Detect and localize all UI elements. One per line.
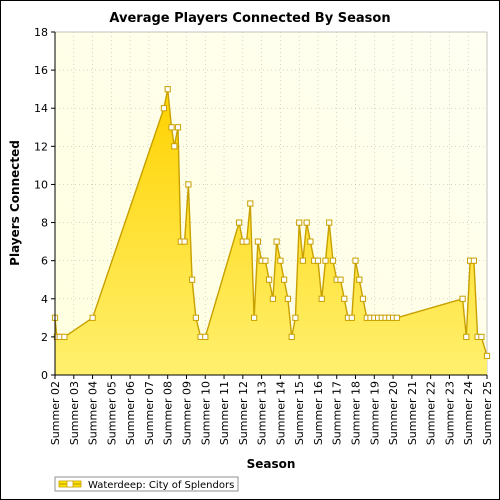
data-point-marker <box>299 257 306 264</box>
x-tick-label: Summer 22 <box>425 381 438 445</box>
data-point-marker <box>89 314 96 321</box>
x-tick-label: Summer 07 <box>143 381 156 445</box>
data-point-marker <box>160 105 168 112</box>
data-point-marker <box>236 219 243 226</box>
x-tick-label: Summer 12 <box>237 381 250 445</box>
data-point-marker <box>251 314 258 321</box>
x-tick-label: Summer 14 <box>274 381 287 445</box>
data-point-marker <box>61 333 68 340</box>
series-area <box>55 89 487 375</box>
data-point-marker <box>247 200 254 207</box>
y-axis-ticks: 0 2 4 6 8 10 12 14 16 18 <box>34 26 55 382</box>
data-point-marker <box>168 124 175 131</box>
data-point-marker <box>352 257 359 264</box>
gridlines <box>55 31 488 375</box>
data-point-marker <box>254 238 262 245</box>
data-point-marker <box>292 314 299 321</box>
data-point-marker <box>303 219 310 226</box>
legend-marker <box>66 480 74 488</box>
x-tick-label: Summer 05 <box>105 381 118 445</box>
data-point-marker <box>284 295 291 302</box>
marker-layer <box>51 86 491 359</box>
y-tick-label: 14 <box>34 102 48 115</box>
x-tick-label: Summer 24 <box>462 381 475 445</box>
data-point-marker <box>326 219 333 226</box>
data-point-marker <box>202 333 209 340</box>
data-point-marker <box>322 257 329 264</box>
data-point-marker <box>171 143 178 150</box>
x-tick-label: Summer 16 <box>312 381 325 445</box>
data-point-marker <box>288 333 295 340</box>
data-point-marker <box>192 314 200 321</box>
y-tick-label: 16 <box>34 64 48 77</box>
x-tick-label: Summer 15 <box>293 381 306 445</box>
data-point-marker <box>189 276 196 283</box>
data-point-marker <box>273 238 280 245</box>
data-point-marker <box>307 238 314 245</box>
x-tick-label: Summer 11 <box>218 381 231 445</box>
x-tick-label: Summer 20 <box>387 381 400 445</box>
legend: Waterdeep: City of Splendors <box>54 476 239 492</box>
data-point-marker <box>459 295 466 302</box>
x-tick-label: Summer 17 <box>331 381 344 445</box>
data-point-marker <box>277 257 284 264</box>
x-tick-label: Summer 18 <box>350 381 363 445</box>
x-tick-label: Summer 25 <box>481 381 494 445</box>
x-axis-title: Season <box>247 457 296 471</box>
data-point-marker <box>337 276 344 283</box>
data-point-marker <box>348 314 355 321</box>
data-point-marker <box>356 276 363 283</box>
x-tick-label: Summer 10 <box>199 381 212 445</box>
legend-box <box>54 476 239 492</box>
y-tick-label: 8 <box>41 217 48 230</box>
x-tick-label: Summer 19 <box>368 381 381 445</box>
data-point-marker <box>262 257 269 264</box>
data-point-marker <box>296 219 303 226</box>
data-point-marker <box>174 124 182 131</box>
data-point-marker <box>463 333 470 340</box>
x-tick-label: Summer 04 <box>87 381 100 445</box>
x-tick-label: Summer 08 <box>162 381 175 445</box>
x-tick-label: Summer 02 <box>49 381 62 445</box>
data-point-marker <box>314 257 322 264</box>
data-point-marker <box>181 238 188 245</box>
y-tick-label: 12 <box>34 140 48 153</box>
data-point-marker <box>243 238 250 245</box>
y-axis-title: Players Connected <box>8 140 22 266</box>
y-tick-label: 4 <box>41 293 48 306</box>
area-layer <box>55 89 487 375</box>
x-tick-label: Summer 09 <box>180 381 193 445</box>
y-tick-label: 10 <box>34 178 48 191</box>
y-tick-label: 0 <box>41 369 48 382</box>
data-point-marker <box>329 257 337 264</box>
data-point-marker <box>341 295 348 302</box>
legend-label: Waterdeep: City of Splendors <box>88 480 234 491</box>
x-tick-label: Summer 13 <box>256 381 269 445</box>
data-point-marker <box>164 86 171 93</box>
data-point-marker <box>478 333 485 340</box>
data-point-marker <box>470 257 477 264</box>
x-axis-ticks: Summer 02 Summer 03 Summer 04 Summer 05 Summ… <box>49 375 494 445</box>
data-point-marker <box>318 295 325 302</box>
x-tick-label: Summer 06 <box>124 381 137 445</box>
y-tick-label: 2 <box>41 331 48 344</box>
x-tick-label: Summer 03 <box>68 381 81 445</box>
y-tick-label: 18 <box>34 26 48 39</box>
y-tick-label: 6 <box>41 255 48 268</box>
data-point-marker <box>393 314 400 321</box>
x-tick-label: Summer 23 <box>443 381 456 445</box>
chart-title: Average Players Connected By Season <box>109 11 390 26</box>
data-point-marker <box>266 276 273 283</box>
x-tick-label: Summer 21 <box>406 381 419 445</box>
data-point-marker <box>483 352 491 359</box>
data-point-marker <box>281 276 288 283</box>
data-point-marker <box>185 181 192 188</box>
data-point-marker <box>359 295 367 302</box>
data-point-marker <box>269 295 276 302</box>
